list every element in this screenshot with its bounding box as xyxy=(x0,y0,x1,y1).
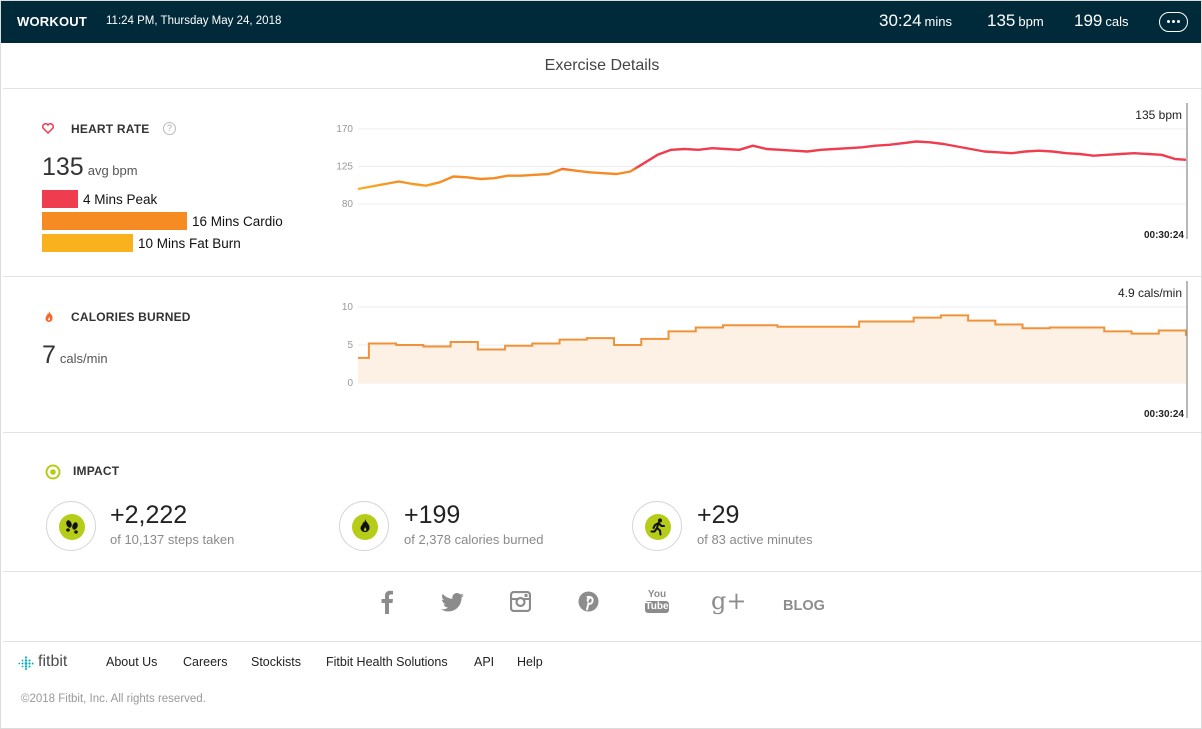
youtube-icon[interactable]: You Tube xyxy=(645,590,669,613)
active-minutes-impact-sub: of 83 active minutes xyxy=(697,532,813,547)
calories-rate-unit: cals/min xyxy=(59,351,108,366)
heart-icon xyxy=(42,123,54,134)
flame-icon xyxy=(45,311,53,322)
zone-bar-fatburn xyxy=(42,234,133,252)
current-value-label: 135 bpm xyxy=(1135,108,1182,122)
zone-label-cardio: 16 Mins Cardio xyxy=(192,214,283,229)
zone-bar-cardio xyxy=(42,212,187,230)
divider xyxy=(3,88,1201,89)
active-minutes-impact-circle xyxy=(632,501,682,551)
calories-impact-value: +199 xyxy=(404,501,461,529)
page-title: Exercise Details xyxy=(544,57,660,74)
footprints-icon xyxy=(59,514,85,540)
bpm-value: 135 xyxy=(987,11,1016,30)
pinterest-icon[interactable] xyxy=(578,591,599,612)
steps-impact-sub: of 10,137 steps taken xyxy=(110,532,235,547)
fitbit-logo-icon xyxy=(18,656,34,670)
y-tick-label: 10 xyxy=(342,302,354,313)
about-us-link[interactable]: About Us xyxy=(106,655,158,669)
calories-unit: cals xyxy=(1105,14,1129,29)
help-icon[interactable]: ? xyxy=(163,122,176,135)
heart-rate-label: HEART RATE xyxy=(71,122,150,136)
stockists-link[interactable]: Stockists xyxy=(251,655,302,669)
zone-label-fatburn: 10 Mins Fat Burn xyxy=(138,236,241,251)
y-tick-label: 125 xyxy=(336,162,353,173)
google-plus-icon[interactable]: g+ xyxy=(711,587,747,615)
calories-impact-circle xyxy=(339,501,389,551)
steps-impact-value: +2,222 xyxy=(110,501,188,529)
help-link[interactable]: Help xyxy=(517,655,543,669)
instagram-icon[interactable] xyxy=(510,591,531,612)
avg-bpm: 135 avg bpm xyxy=(42,153,138,182)
zone-bar-peak xyxy=(42,190,78,208)
calories-area xyxy=(358,315,1186,383)
youtube-top-text: You xyxy=(647,589,667,600)
flame-icon xyxy=(352,514,378,540)
y-tick-label: 80 xyxy=(342,199,354,210)
more-dot-icon xyxy=(1172,20,1175,23)
zone-label-peak: 4 Mins Peak xyxy=(83,192,158,207)
calories-rate: 7 cals/min xyxy=(42,341,108,370)
duration-value: 30:24 xyxy=(879,11,922,30)
bpm-unit: bpm xyxy=(1018,14,1044,29)
more-dot-icon xyxy=(1167,20,1170,23)
avg-bpm-unit: avg bpm xyxy=(87,163,138,178)
heart-rate-line xyxy=(357,140,1187,191)
more-dot-icon xyxy=(1177,20,1180,23)
api-link[interactable]: API xyxy=(474,655,495,669)
calories-value: 199 xyxy=(1074,11,1103,30)
workout-title: WORKOUT xyxy=(17,14,87,29)
divider xyxy=(3,432,1201,433)
copyright-text: ©2018 Fitbit, Inc. All rights reserved. xyxy=(21,693,206,705)
workout-datetime: 11:24 PM, Thursday May 24, 2018 xyxy=(106,15,282,27)
divider xyxy=(3,571,1201,572)
impact-label: IMPACT xyxy=(73,464,120,478)
end-time-label: 00:30:24 xyxy=(1144,409,1184,419)
fitbit-health-solutions-link[interactable]: Fitbit Health Solutions xyxy=(326,655,448,669)
careers-link[interactable]: Careers xyxy=(183,655,228,669)
current-value-label: 4.9 cals/min xyxy=(1118,286,1182,300)
duration-stat: 30:24 mins xyxy=(879,11,952,31)
active-minutes-impact-value: +29 xyxy=(697,501,740,529)
workout-header-bar: WORKOUT 11:24 PM, Thursday May 24, 2018 … xyxy=(1,1,1201,43)
y-tick-label: 0 xyxy=(347,378,353,389)
calories-stat: 199 cals xyxy=(1074,11,1129,31)
y-tick-label: 170 xyxy=(336,124,353,135)
impact-target-icon xyxy=(45,464,61,480)
divider xyxy=(3,276,1201,277)
duration-unit: mins xyxy=(924,14,952,29)
runner-icon xyxy=(645,514,671,540)
calories-impact-sub: of 2,378 calories burned xyxy=(404,532,544,547)
facebook-icon[interactable] xyxy=(380,590,394,614)
divider xyxy=(3,641,1201,642)
fitbit-brand-text[interactable]: fitbit xyxy=(38,653,68,670)
youtube-bottom-text: Tube xyxy=(645,601,669,613)
steps-impact-circle xyxy=(46,501,96,551)
twitter-icon[interactable] xyxy=(441,593,464,612)
y-tick-label: 5 xyxy=(347,340,353,351)
bpm-stat: 135 bpm xyxy=(987,11,1044,31)
blog-link[interactable]: BLOG xyxy=(783,598,825,614)
avg-bpm-value: 135 xyxy=(42,153,84,181)
end-time-label: 00:30:24 xyxy=(1144,230,1184,241)
calories-rate-value: 7 xyxy=(42,341,56,369)
more-options-button[interactable] xyxy=(1159,12,1188,32)
calories-burned-label: CALORIES BURNED xyxy=(71,310,191,324)
calories-line xyxy=(358,314,1187,359)
